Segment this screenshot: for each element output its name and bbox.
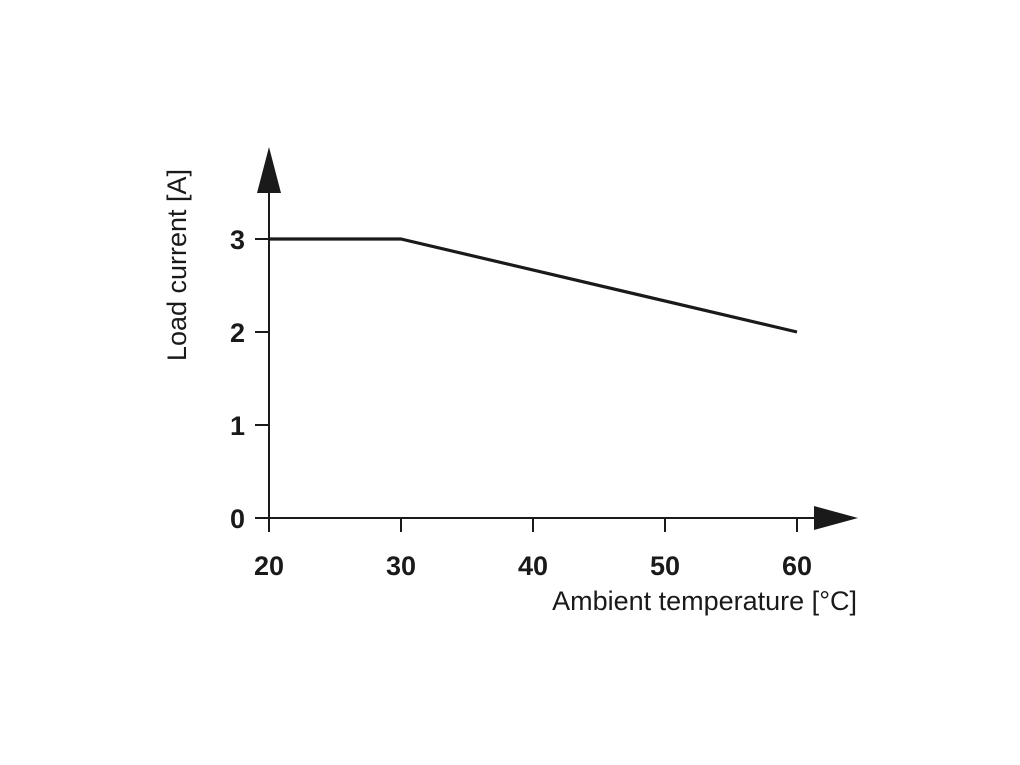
- y-tick-label: 3: [230, 225, 245, 255]
- y-tick-label: 0: [230, 504, 245, 534]
- x-tick-label: 60: [782, 551, 812, 581]
- y-tick-label: 2: [230, 318, 245, 348]
- y-tick-label: 1: [230, 411, 245, 441]
- series-line: [269, 237, 798, 334]
- axes: [255, 147, 858, 530]
- x-axis-title: Ambient temperature [°C]: [552, 586, 857, 616]
- ticks: 0 1 2 3 20 30 40 50 60: [230, 225, 812, 581]
- x-tick-label: 20: [254, 551, 284, 581]
- y-axis-title: Load current [A]: [162, 169, 192, 361]
- y-axis-arrow-icon: [257, 147, 281, 193]
- x-tick-label: 30: [386, 551, 416, 581]
- series: [269, 237, 798, 334]
- x-axis-arrow-icon: [814, 506, 858, 530]
- x-tick-label: 50: [650, 551, 680, 581]
- x-tick-label: 40: [518, 551, 548, 581]
